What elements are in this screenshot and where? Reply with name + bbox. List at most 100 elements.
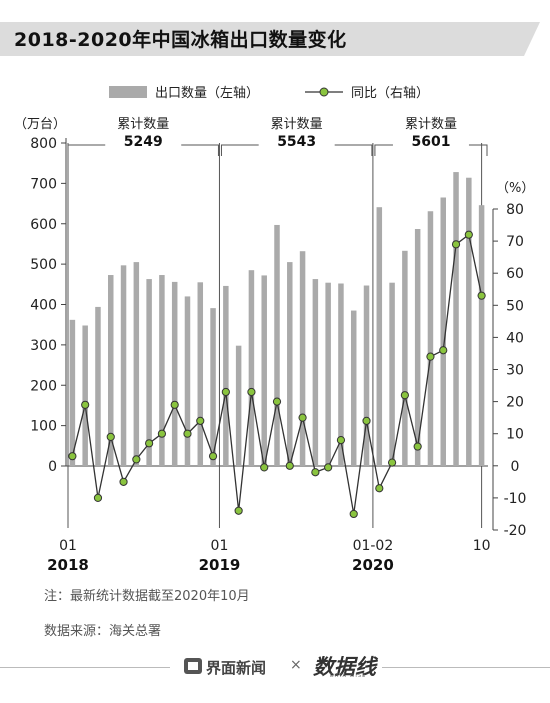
bar — [427, 211, 434, 466]
bar — [325, 282, 331, 466]
title-bar: 2018-2020年中国冰箱出口数量变化 — [0, 22, 550, 56]
x-tick-label: 01-02 — [353, 538, 394, 554]
cumulative-label: 累计数量 — [271, 117, 323, 132]
yoy-point — [477, 291, 486, 300]
yoy-point — [221, 387, 230, 397]
bar — [69, 319, 76, 466]
right-tick-label: 30 — [506, 363, 524, 379]
yoy-point — [132, 455, 141, 464]
yoy-point — [145, 439, 154, 448]
footer-divider-right — [382, 667, 550, 668]
yoy-point — [400, 391, 409, 400]
yoy-point — [298, 413, 307, 422]
bar — [363, 285, 370, 466]
yoy-point — [311, 468, 320, 477]
cumulative-annotations — [67, 116, 488, 156]
yoy-point — [451, 240, 461, 249]
title-banner — [0, 22, 540, 56]
bar — [453, 172, 459, 466]
bar — [248, 270, 255, 466]
yoy-point — [183, 429, 192, 438]
right-axis-unit: （%） — [496, 181, 534, 196]
left-tick-label: 200 — [30, 378, 57, 394]
bar — [210, 308, 216, 466]
right-tick-label: -10 — [504, 491, 527, 507]
x-tick-label: 01 — [211, 538, 229, 554]
bar — [197, 282, 204, 466]
left-tick-label: 500 — [30, 257, 57, 273]
yoy-point — [157, 429, 167, 438]
bar — [402, 250, 408, 466]
left-tick-label: 0 — [48, 459, 57, 475]
brand-name: 界面新闻 — [206, 659, 267, 677]
bar — [261, 275, 267, 466]
bar — [235, 345, 242, 466]
bar — [95, 306, 101, 466]
yoy-point — [362, 416, 371, 425]
footer: 界面新闻 × 数据线 DATA WISE — [0, 652, 550, 682]
cumulative-label-bg — [258, 116, 335, 152]
bar — [478, 205, 485, 467]
times-symbol: × — [290, 657, 302, 673]
bar — [312, 279, 319, 466]
right-tick-label: 40 — [506, 330, 524, 346]
yoy-point — [93, 493, 103, 502]
right-tick-label: -20 — [504, 523, 527, 539]
bar — [82, 325, 88, 466]
left-tick-label: 400 — [30, 298, 57, 314]
title-banner-bg — [0, 22, 540, 56]
bar — [466, 177, 472, 466]
chart-title: 2018-2020年中国冰箱出口数量变化 — [14, 29, 347, 51]
cumulative-label: 累计数量 — [117, 117, 169, 132]
yoy-point — [260, 463, 269, 472]
cumulative-label-bg — [105, 116, 182, 152]
bar — [389, 282, 395, 466]
bar — [350, 310, 357, 466]
yoy-point — [413, 442, 422, 451]
left-tick-label: 600 — [30, 217, 57, 233]
bar-series — [69, 172, 485, 467]
left-tick-label: 100 — [30, 419, 57, 435]
footer-divider-left — [0, 667, 170, 668]
right-tick-label: 50 — [506, 298, 524, 314]
right-tick-label: 20 — [506, 395, 524, 411]
bar — [274, 224, 280, 466]
yoy-point — [68, 452, 77, 461]
bar — [171, 281, 178, 466]
partner-logo-sub: DATA WISE — [330, 673, 367, 679]
bar — [376, 207, 383, 467]
bar — [133, 262, 140, 466]
left-axis-unit: （万台） — [14, 117, 66, 132]
legend-bar-label: 出口数量（左轴） — [155, 86, 259, 101]
left-tick-label: 300 — [30, 338, 57, 354]
yoy-point — [119, 477, 128, 486]
yoy-point — [426, 352, 435, 361]
yoy-point — [208, 452, 218, 461]
yoy-point — [464, 230, 473, 239]
bar — [223, 285, 229, 466]
bar — [287, 262, 293, 466]
yoy-point — [247, 387, 256, 397]
cumulative-label-bg — [392, 116, 469, 152]
yoy-point — [324, 463, 333, 472]
yoy-point — [375, 484, 384, 493]
bar — [414, 228, 421, 466]
yoy-point — [272, 397, 282, 406]
left-tick-label: 700 — [30, 176, 57, 192]
right-tick-label: 80 — [506, 202, 524, 218]
chart-labels: 0100200300400500600700800（万台）-20-1001020… — [14, 86, 534, 574]
bar — [120, 265, 127, 466]
bar — [159, 275, 165, 466]
x-tick-label: 01 — [59, 538, 77, 554]
bar — [108, 275, 114, 466]
bar — [184, 296, 191, 466]
bar — [299, 251, 306, 466]
legend-bar-swatch — [109, 86, 147, 98]
x-year-label: 2019 — [199, 556, 241, 574]
footnote: 注：最新统计数据截至2020年10月 — [44, 589, 250, 604]
source-note: 数据来源：海关总署 — [44, 624, 162, 639]
yoy-point — [285, 461, 294, 470]
yoy-point — [349, 509, 358, 519]
yoy-point — [336, 436, 346, 445]
